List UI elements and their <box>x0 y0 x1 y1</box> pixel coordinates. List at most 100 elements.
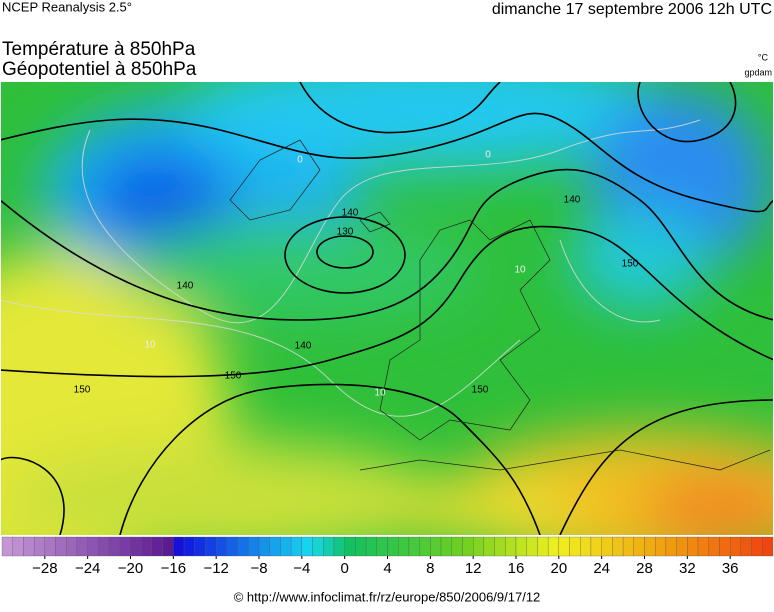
colorbar-cell <box>644 536 656 557</box>
colorbar-cell <box>333 536 345 557</box>
colorbar-cell <box>408 536 420 557</box>
colorbar-cell <box>119 536 131 557</box>
colorbar-cell <box>162 536 174 557</box>
colorbar-cell <box>151 536 163 557</box>
colorbar-cell <box>1 536 13 557</box>
colorbar-tick-label: 36 <box>722 560 739 577</box>
title-temperature: Température à 850hPa <box>2 39 196 60</box>
colorbar-cell <box>676 536 688 557</box>
colorbar-cell <box>237 536 249 557</box>
colorbar-cell <box>226 536 238 557</box>
colorbar-cell <box>697 536 709 557</box>
colorbar-cell <box>740 536 752 557</box>
colorbar-cell <box>205 536 217 557</box>
colorbar-cell <box>751 536 763 557</box>
colorbar-tick-label: 4 <box>383 560 391 577</box>
colorbar-tick-label: 28 <box>636 560 653 577</box>
colorbar-cell <box>183 536 195 557</box>
colorbar-cell <box>323 536 335 557</box>
colorbar-tick-label: −20 <box>118 560 143 577</box>
colorbar-cell <box>66 536 78 557</box>
colorbar-tick-label: 16 <box>508 560 525 577</box>
colorbar-cell <box>194 536 206 557</box>
contour-label: 140 <box>564 195 581 206</box>
colorbar-cell <box>526 536 538 557</box>
contour-label: 150 <box>622 259 639 270</box>
colorbar-cell <box>141 536 153 557</box>
date-label: dimanche 17 septembre 2006 12h UTC <box>492 1 772 18</box>
colorbar-tick-label: 12 <box>465 560 482 577</box>
colorbar-cell <box>23 536 35 557</box>
colorbar-cell <box>612 536 624 557</box>
colorbar-cell <box>462 536 474 557</box>
contour-label: 140 <box>295 341 312 352</box>
colorbar-cell <box>622 536 634 557</box>
colorbar-tick-label: 8 <box>426 560 434 577</box>
contour-label: 140 <box>177 281 194 292</box>
colorbar-cell <box>269 536 281 557</box>
colorbar-cell <box>248 536 260 557</box>
unit-temperature: °C <box>758 52 769 62</box>
title-geopotential: Géopotentiel à 850hPa <box>2 59 197 80</box>
colorbar-cell <box>730 536 742 557</box>
colorbar-cell <box>398 536 410 557</box>
footer-url: © http://www.infoclimat.fr/rz/europe/850… <box>234 589 541 604</box>
contour-label: 150 <box>472 385 489 396</box>
colorbar-cell <box>258 536 270 557</box>
colorbar-cell <box>98 536 110 557</box>
colorbar-cell <box>344 536 356 557</box>
colorbar-cell <box>505 536 517 557</box>
colorbar-cell <box>44 536 56 557</box>
colorbar-cell <box>687 536 699 557</box>
colorbar-cell <box>708 536 720 557</box>
colorbar-cell <box>87 536 99 557</box>
colorbar-cell <box>173 536 185 557</box>
colorbar-cell <box>558 536 570 557</box>
colorbar-cell <box>633 536 645 557</box>
isotherm-label: 0 <box>297 155 303 166</box>
map: 140 130 140 150 140 150 150 150 140 0 10 10 10 0 <box>1 82 773 535</box>
isotherm-label: 10 <box>144 340 156 351</box>
colorbar-cell <box>312 536 324 557</box>
colorbar-cell <box>355 536 367 557</box>
contour-label: 140 <box>342 208 359 219</box>
colorbar-cell <box>483 536 495 557</box>
contour-label: 130 <box>337 227 354 238</box>
colorbar-cell <box>55 536 67 557</box>
colorbar-cell <box>547 536 559 557</box>
colorbar-tick-label: −8 <box>250 560 267 577</box>
source-label: NCEP Reanalysis 2.5° <box>2 0 132 14</box>
colorbar-cell <box>387 536 399 557</box>
colorbar-tick-label: −16 <box>161 560 186 577</box>
colorbar-cell <box>290 536 302 557</box>
isotherm-label: 0 <box>485 150 491 161</box>
colorbar-cell <box>216 536 228 557</box>
colorbar-tick-label: −12 <box>203 560 228 577</box>
colorbar-cell <box>440 536 452 557</box>
colorbar-cell <box>473 536 485 557</box>
colorbar-cell <box>376 536 388 557</box>
isotherm-label: 10 <box>514 265 526 276</box>
colorbar-cell <box>665 536 677 557</box>
colorbar-cell <box>580 536 592 557</box>
colorbar: −28 −24 −20 −16 −12 −8 −4 0 4 8 12 16 20 24 28 32 36 <box>1 536 774 577</box>
colorbar-tick-label: −28 <box>32 560 57 577</box>
colorbar-cell <box>280 536 292 557</box>
isotherm-label: 10 <box>374 388 386 399</box>
colorbar-cell <box>130 536 142 557</box>
colorbar-cell <box>762 536 774 557</box>
colorbar-cell <box>590 536 602 557</box>
colorbar-cell <box>76 536 88 557</box>
colorbar-cell <box>494 536 506 557</box>
colorbar-tick-label: −24 <box>75 560 100 577</box>
colorbar-tick-label: 24 <box>593 560 610 577</box>
colorbar-cell <box>537 536 549 557</box>
colorbar-cell <box>419 536 431 557</box>
colorbar-tick-label: 0 <box>340 560 348 577</box>
colorbar-cell <box>108 536 120 557</box>
contour-label: 150 <box>74 385 91 396</box>
colorbar-cell <box>365 536 377 557</box>
colorbar-cell <box>515 536 527 557</box>
unit-geopotential: gpdam <box>744 67 772 77</box>
